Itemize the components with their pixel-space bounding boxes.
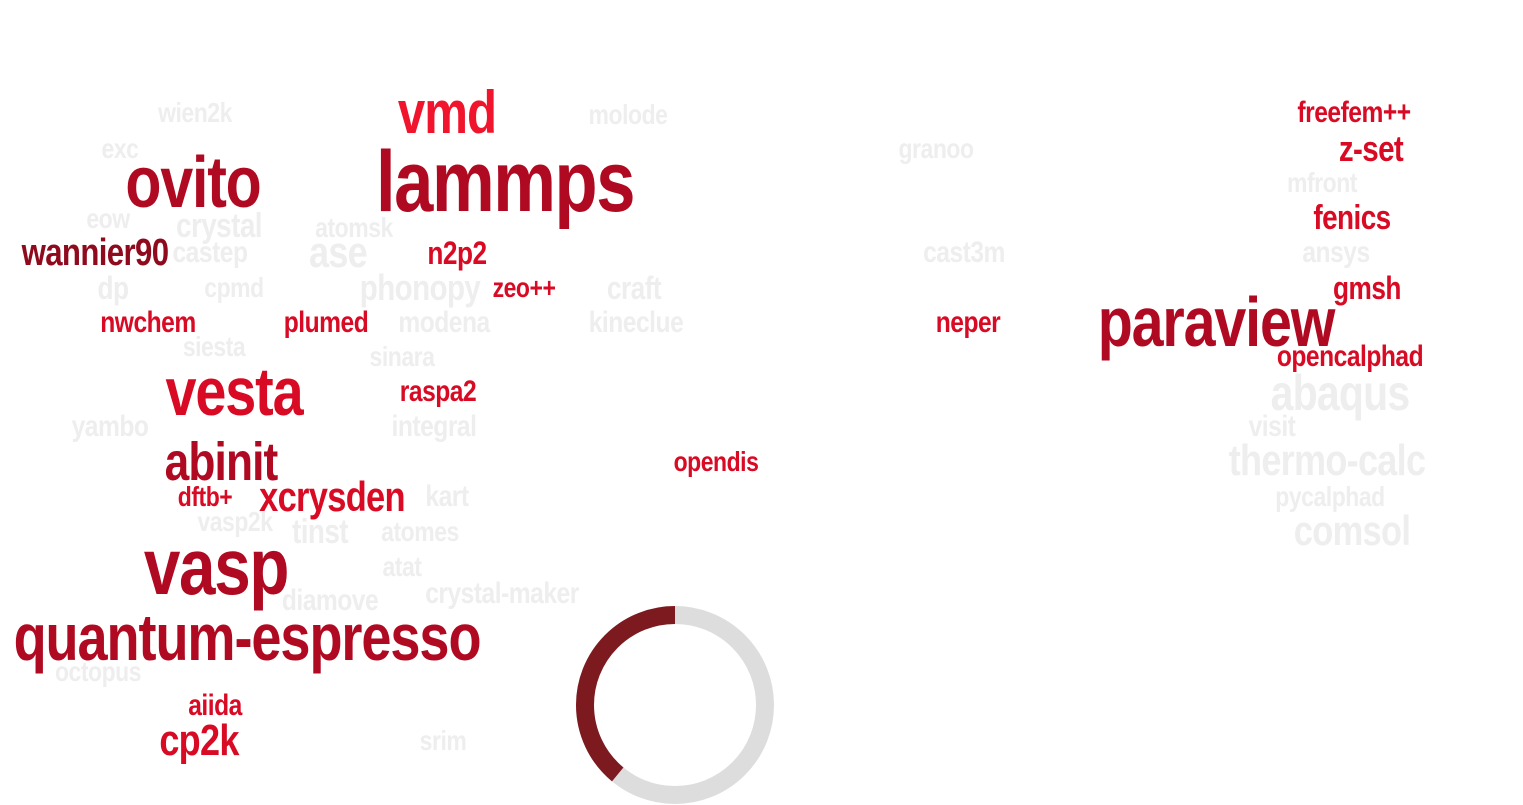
word-z-set[interactable]: z-set [1338,128,1404,169]
spinner-arc [576,606,774,804]
word-abinit[interactable]: abinit [164,432,279,492]
word-kart[interactable]: kart [425,480,469,513]
word-zeo[interactable]: zeo++ [492,272,556,303]
word-abaqus[interactable]: abaqus [1270,365,1410,421]
loading-spinner [576,606,774,804]
word-thermo-calc[interactable]: thermo-calc [1228,436,1426,485]
word-modena[interactable]: modena [398,306,490,339]
word-integral[interactable]: integral [391,410,477,443]
word-granoo[interactable]: granoo [898,133,974,164]
word-cpmd[interactable]: cpmd [204,272,264,303]
word-comsol[interactable]: comsol [1293,507,1411,554]
word-ase[interactable]: ase [308,228,368,277]
word-plumed[interactable]: plumed [283,306,369,339]
word-n2p2[interactable]: n2p2 [427,235,487,271]
word-opendis[interactable]: opendis [673,446,759,477]
word-octopus[interactable]: octopus [54,656,142,687]
word-siesta[interactable]: siesta [182,331,246,362]
word-eow[interactable]: eow [86,203,130,234]
word-freefem[interactable]: freefem++ [1297,96,1411,129]
word-vesta[interactable]: vesta [165,354,303,430]
word-phonopy[interactable]: phonopy [359,267,481,308]
word-neper[interactable]: neper [935,306,1001,339]
word-castep[interactable]: castep [172,236,248,269]
word-atomes[interactable]: atomes [381,516,459,547]
word-atat[interactable]: atat [382,551,422,582]
word-pycalphad[interactable]: pycalphad [1275,481,1385,512]
word-wannier90[interactable]: wannier90 [21,232,169,274]
word-mfront[interactable]: mfront [1287,167,1357,198]
word-ansys[interactable]: ansys [1302,236,1370,269]
word-cp2k[interactable]: cp2k [159,716,239,765]
word-lammps[interactable]: lammps [375,134,635,230]
word-diamove[interactable]: diamove [281,584,379,617]
word-opencalphad[interactable]: opencalphad [1276,340,1424,373]
word-vasp[interactable]: vasp [143,522,290,611]
word-craft[interactable]: craft [606,270,662,306]
word-ovito[interactable]: ovito [125,143,261,223]
word-molode[interactable]: molode [588,99,668,130]
word-kineclue[interactable]: kineclue [588,306,684,339]
word-nwchem[interactable]: nwchem [100,306,196,339]
word-dftb[interactable]: dftb+ [177,481,233,512]
word-exc[interactable]: exc [101,133,139,164]
word-atomsk[interactable]: atomsk [315,212,393,243]
word-aiida[interactable]: aiida [188,689,242,722]
word-quantum-espresso[interactable]: quantum-espresso [13,600,482,674]
word-raspa2[interactable]: raspa2 [399,375,477,408]
word-vasp2k[interactable]: vasp2k [197,506,273,537]
word-yambo[interactable]: yambo [71,410,149,443]
word-cast3m[interactable]: cast3m [923,236,1005,269]
word-dp[interactable]: dp [97,270,129,306]
word-tinst[interactable]: tinst [291,513,349,551]
word-paraview[interactable]: paraview [1097,283,1336,361]
word-vmd[interactable]: vmd [397,79,497,146]
word-sinara[interactable]: sinara [369,341,435,372]
word-fenics[interactable]: fenics [1313,199,1391,237]
word-crystal[interactable]: crystal [175,207,263,245]
word-gmsh[interactable]: gmsh [1333,270,1401,306]
word-srim[interactable]: srim [419,725,467,756]
word-visit[interactable]: visit [1248,410,1296,443]
word-crystal-maker[interactable]: crystal-maker [425,577,579,610]
word-wien2k[interactable]: wien2k [158,97,232,128]
word-xcrysden[interactable]: xcrysden [259,473,405,520]
